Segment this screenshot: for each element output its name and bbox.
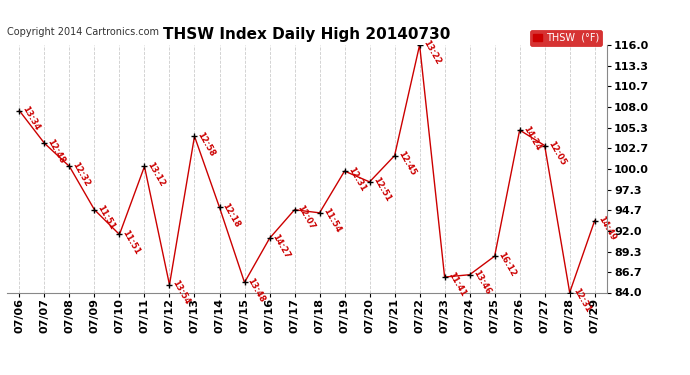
Text: 14:27: 14:27	[270, 232, 292, 260]
Text: 12:58: 12:58	[196, 130, 217, 158]
Text: 11:41: 11:41	[446, 271, 467, 299]
Text: 13:54: 13:54	[170, 279, 192, 306]
Text: 12:18: 12:18	[221, 201, 242, 229]
Text: 11:51: 11:51	[96, 204, 117, 231]
Legend: THSW  (°F): THSW (°F)	[530, 30, 602, 46]
Text: 12:05: 12:05	[546, 140, 567, 167]
Text: 12:45: 12:45	[396, 150, 417, 177]
Text: 12:31: 12:31	[571, 286, 592, 314]
Text: 12:07: 12:07	[296, 204, 317, 231]
Text: 12:31: 12:31	[346, 165, 367, 193]
Text: 12:48: 12:48	[46, 137, 67, 165]
Text: 13:22: 13:22	[421, 39, 442, 67]
Text: 12:32: 12:32	[70, 160, 92, 188]
Text: 11:51: 11:51	[121, 228, 142, 256]
Text: 13:12: 13:12	[146, 160, 167, 188]
Text: 12:51: 12:51	[371, 176, 392, 204]
Text: 13:34: 13:34	[21, 105, 42, 132]
Text: 16:12: 16:12	[496, 250, 517, 278]
Text: Copyright 2014 Cartronics.com: Copyright 2014 Cartronics.com	[7, 27, 159, 37]
Text: 13:48: 13:48	[246, 276, 267, 304]
Text: 14:24: 14:24	[521, 124, 542, 152]
Title: THSW Index Daily High 20140730: THSW Index Daily High 20140730	[164, 27, 451, 42]
Text: 11:54: 11:54	[321, 207, 342, 235]
Text: 14:49: 14:49	[596, 214, 617, 242]
Text: 13:46: 13:46	[471, 268, 492, 296]
